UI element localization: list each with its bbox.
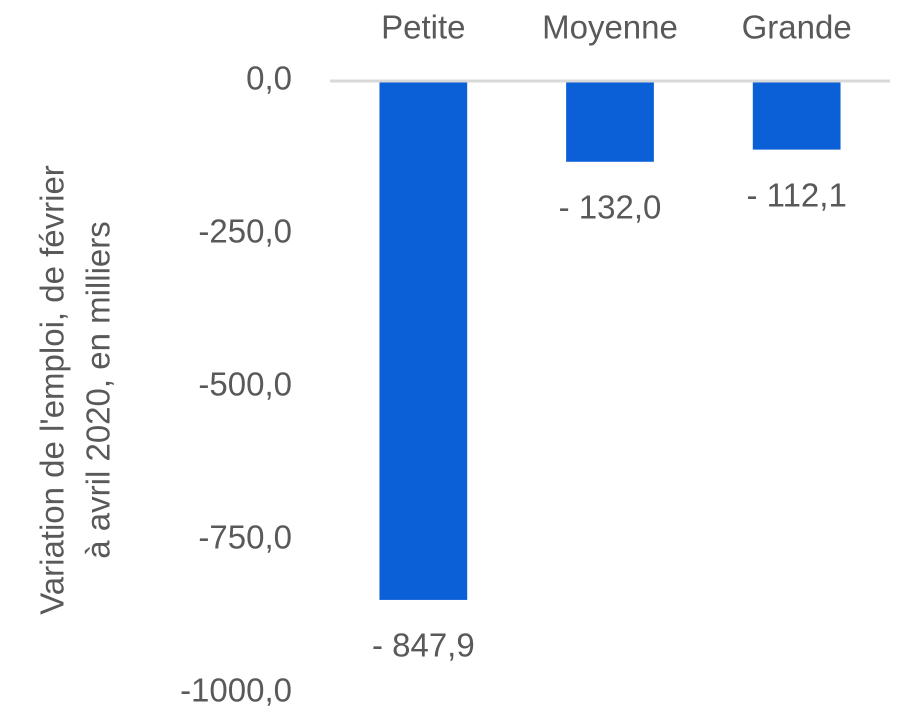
y-axis-title-line: à avril 2020, en milliers <box>80 221 117 558</box>
y-tick-label: -500,0 <box>198 366 292 403</box>
data-label: - 112,1 <box>747 176 847 213</box>
y-axis-title-line: Variation de l'emploi, de février <box>34 165 71 615</box>
y-axis-title: Variation de l'emploi, de février à avri… <box>34 165 117 615</box>
category-label: Moyenne <box>542 9 678 46</box>
y-tick-label: -1000,0 <box>180 672 292 709</box>
y-tick-label: -250,0 <box>198 213 292 250</box>
category-label: Grande <box>742 9 852 46</box>
bar <box>752 81 841 150</box>
bar <box>379 81 468 600</box>
category-label: Petite <box>381 9 465 46</box>
data-label: - 132,0 <box>559 189 662 226</box>
data-label: - 847,9 <box>372 627 475 664</box>
y-tick-label: -750,0 <box>198 519 292 556</box>
bar <box>566 81 654 162</box>
y-tick-label: 0,0 <box>246 60 292 97</box>
